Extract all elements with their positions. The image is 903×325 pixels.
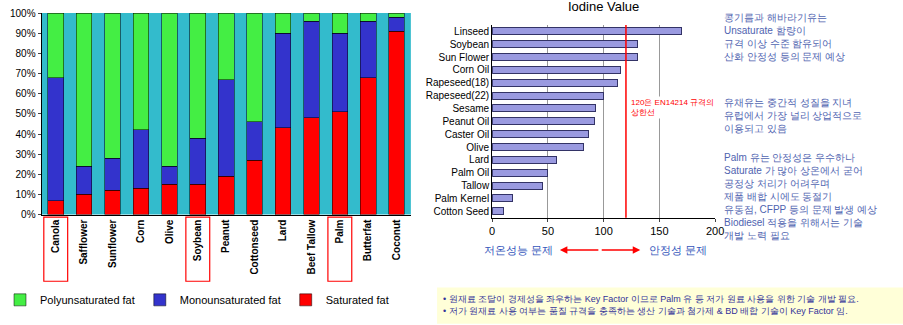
svg-text:Palm Oil: Palm Oil	[451, 167, 489, 178]
svg-text:Sunflower: Sunflower	[107, 220, 118, 268]
svg-text:Iodine Value: Iodine Value	[568, 0, 639, 14]
svg-text:Rapeseed(18): Rapeseed(18)	[426, 77, 489, 88]
svg-text:0%: 0%	[21, 209, 36, 220]
svg-text:40%: 40%	[16, 129, 36, 140]
svg-text:Rapeseed(22): Rapeseed(22)	[426, 90, 489, 101]
svg-text:Safflower: Safflower	[78, 219, 89, 264]
svg-text:Sun Flower: Sun Flower	[439, 52, 490, 63]
svg-text:Canola: Canola	[50, 219, 61, 253]
svg-text:30%: 30%	[16, 149, 36, 160]
svg-text:10%: 10%	[16, 189, 36, 200]
svg-text:유채유는 중간적 성질을 지녀유럽에서 가장 널리 상업적으: 유채유는 중간적 성질을 지녀유럽에서 가장 널리 상업적으로이용되고 있음	[724, 97, 862, 134]
svg-text:콩기름과 해바라기유는Unsaturate 함량이규격 이상: 콩기름과 해바라기유는Unsaturate 함량이규격 이상 수준 함유되어산화…	[724, 12, 845, 62]
svg-text:100%: 100%	[10, 8, 36, 19]
svg-text:Soybean: Soybean	[192, 220, 203, 262]
svg-text:60%: 60%	[16, 88, 36, 99]
svg-text:Palm Kernel: Palm Kernel	[435, 193, 489, 204]
svg-text:Butterfat: Butterfat	[362, 219, 373, 261]
svg-text:Beef Tallow: Beef Tallow	[306, 219, 317, 274]
svg-text:Caster Oil: Caster Oil	[445, 129, 489, 140]
svg-text:Olive: Olive	[164, 219, 175, 244]
svg-text:Lard: Lard	[469, 154, 489, 165]
svg-text:Saturated fat: Saturated fat	[326, 294, 389, 306]
svg-text:• 원재료 조달이 경제성을 좌우하는 Key Factor: • 원재료 조달이 경제성을 좌우하는 Key Factor 이므로 Palm …	[443, 294, 859, 316]
svg-text:Palm: Palm	[334, 219, 345, 243]
svg-text:Polyunsaturated fat: Polyunsaturated fat	[40, 294, 135, 306]
svg-text:Sesame: Sesame	[452, 103, 489, 114]
svg-text:안정성 문제: 안정성 문제	[649, 244, 707, 256]
svg-text:Corn: Corn	[135, 220, 146, 243]
svg-text:Monounsaturated fat: Monounsaturated fat	[180, 294, 281, 306]
svg-text:Cottonseed: Cottonseed	[249, 220, 260, 275]
svg-text:50%: 50%	[16, 108, 36, 119]
svg-text:20%: 20%	[16, 169, 36, 180]
svg-text:Peanut Oil: Peanut Oil	[442, 116, 489, 127]
svg-text:Corn Oil: Corn Oil	[452, 64, 489, 75]
svg-text:120은 EN14214 규격의상한선: 120은 EN14214 규격의상한선	[631, 98, 714, 117]
svg-text:Palm 유는 안정성은 우수하나Saturate 가 많아: Palm 유는 안정성은 우수하나Saturate 가 많아 상온에서 굳어공정…	[724, 152, 877, 241]
svg-text:100: 100	[594, 225, 612, 237]
svg-text:Peanut: Peanut	[220, 219, 231, 253]
svg-text:150: 150	[650, 225, 668, 237]
svg-text:70%: 70%	[16, 68, 36, 79]
svg-text:Olive: Olive	[466, 142, 489, 153]
svg-text:50: 50	[542, 225, 554, 237]
svg-text:0: 0	[489, 225, 495, 237]
svg-text:Coconut: Coconut	[391, 219, 402, 260]
svg-text:Soybean: Soybean	[450, 39, 489, 50]
svg-text:Cotton Seed: Cotton Seed	[434, 206, 490, 217]
svg-text:80%: 80%	[16, 48, 36, 59]
svg-text:90%: 90%	[16, 28, 36, 39]
svg-text:저온성능 문제: 저온성능 문제	[484, 244, 553, 256]
svg-text:Tallow: Tallow	[461, 180, 490, 191]
svg-text:Linseed: Linseed	[454, 26, 489, 37]
svg-text:Lard: Lard	[277, 220, 288, 242]
svg-text:200: 200	[706, 225, 724, 237]
